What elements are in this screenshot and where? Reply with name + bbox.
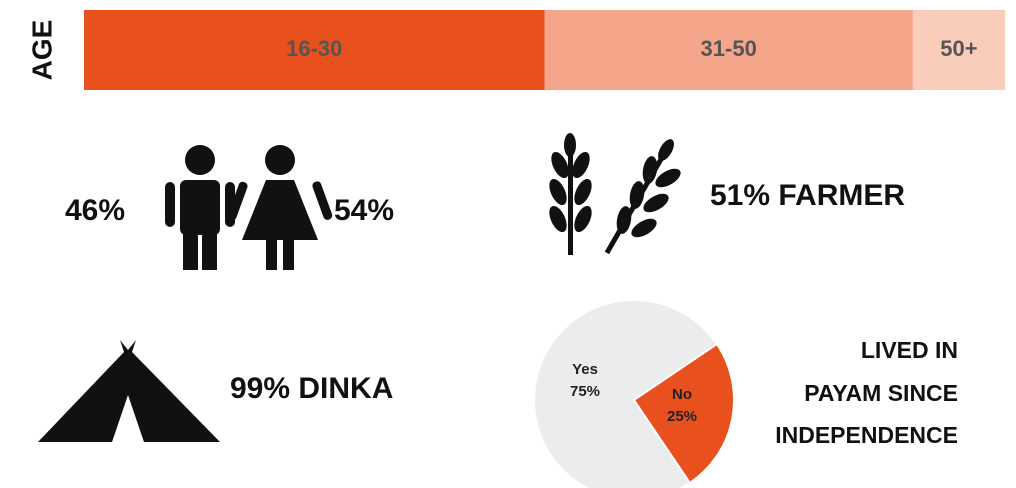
ethnicity: 99% DINKA [230, 372, 393, 405]
age-segment-label: 31-50 [701, 36, 757, 61]
age-segment-label: 50+ [940, 36, 977, 61]
pie-label: No [672, 386, 692, 403]
female-share: 54% [334, 194, 394, 227]
people-icon [165, 145, 333, 270]
pie-slice [533, 299, 719, 488]
wheat-icon [549, 133, 681, 255]
occupation: 51% FARMER [710, 179, 905, 212]
pie-value-label: 25% [667, 408, 697, 425]
pie-label: Yes [572, 361, 598, 378]
age-label: AGE [26, 20, 57, 81]
age-bar: 16-30 31-50 50+ [84, 10, 1005, 90]
age-segment-label: 16-30 [286, 36, 342, 61]
pie-slice [632, 342, 735, 485]
age-segment [84, 10, 545, 90]
age-segment [544, 10, 913, 90]
pie: Yes 75% No 25% [533, 299, 735, 488]
residence-title: PAYAM SINCE [804, 380, 958, 406]
residence-title: INDEPENDENCE [775, 422, 958, 448]
tent-icon [38, 340, 220, 442]
male-share: 46% [65, 194, 125, 227]
pie-value-label: 75% [570, 383, 600, 400]
age-segment [912, 10, 1005, 90]
residence-title: LIVED IN [861, 337, 958, 363]
